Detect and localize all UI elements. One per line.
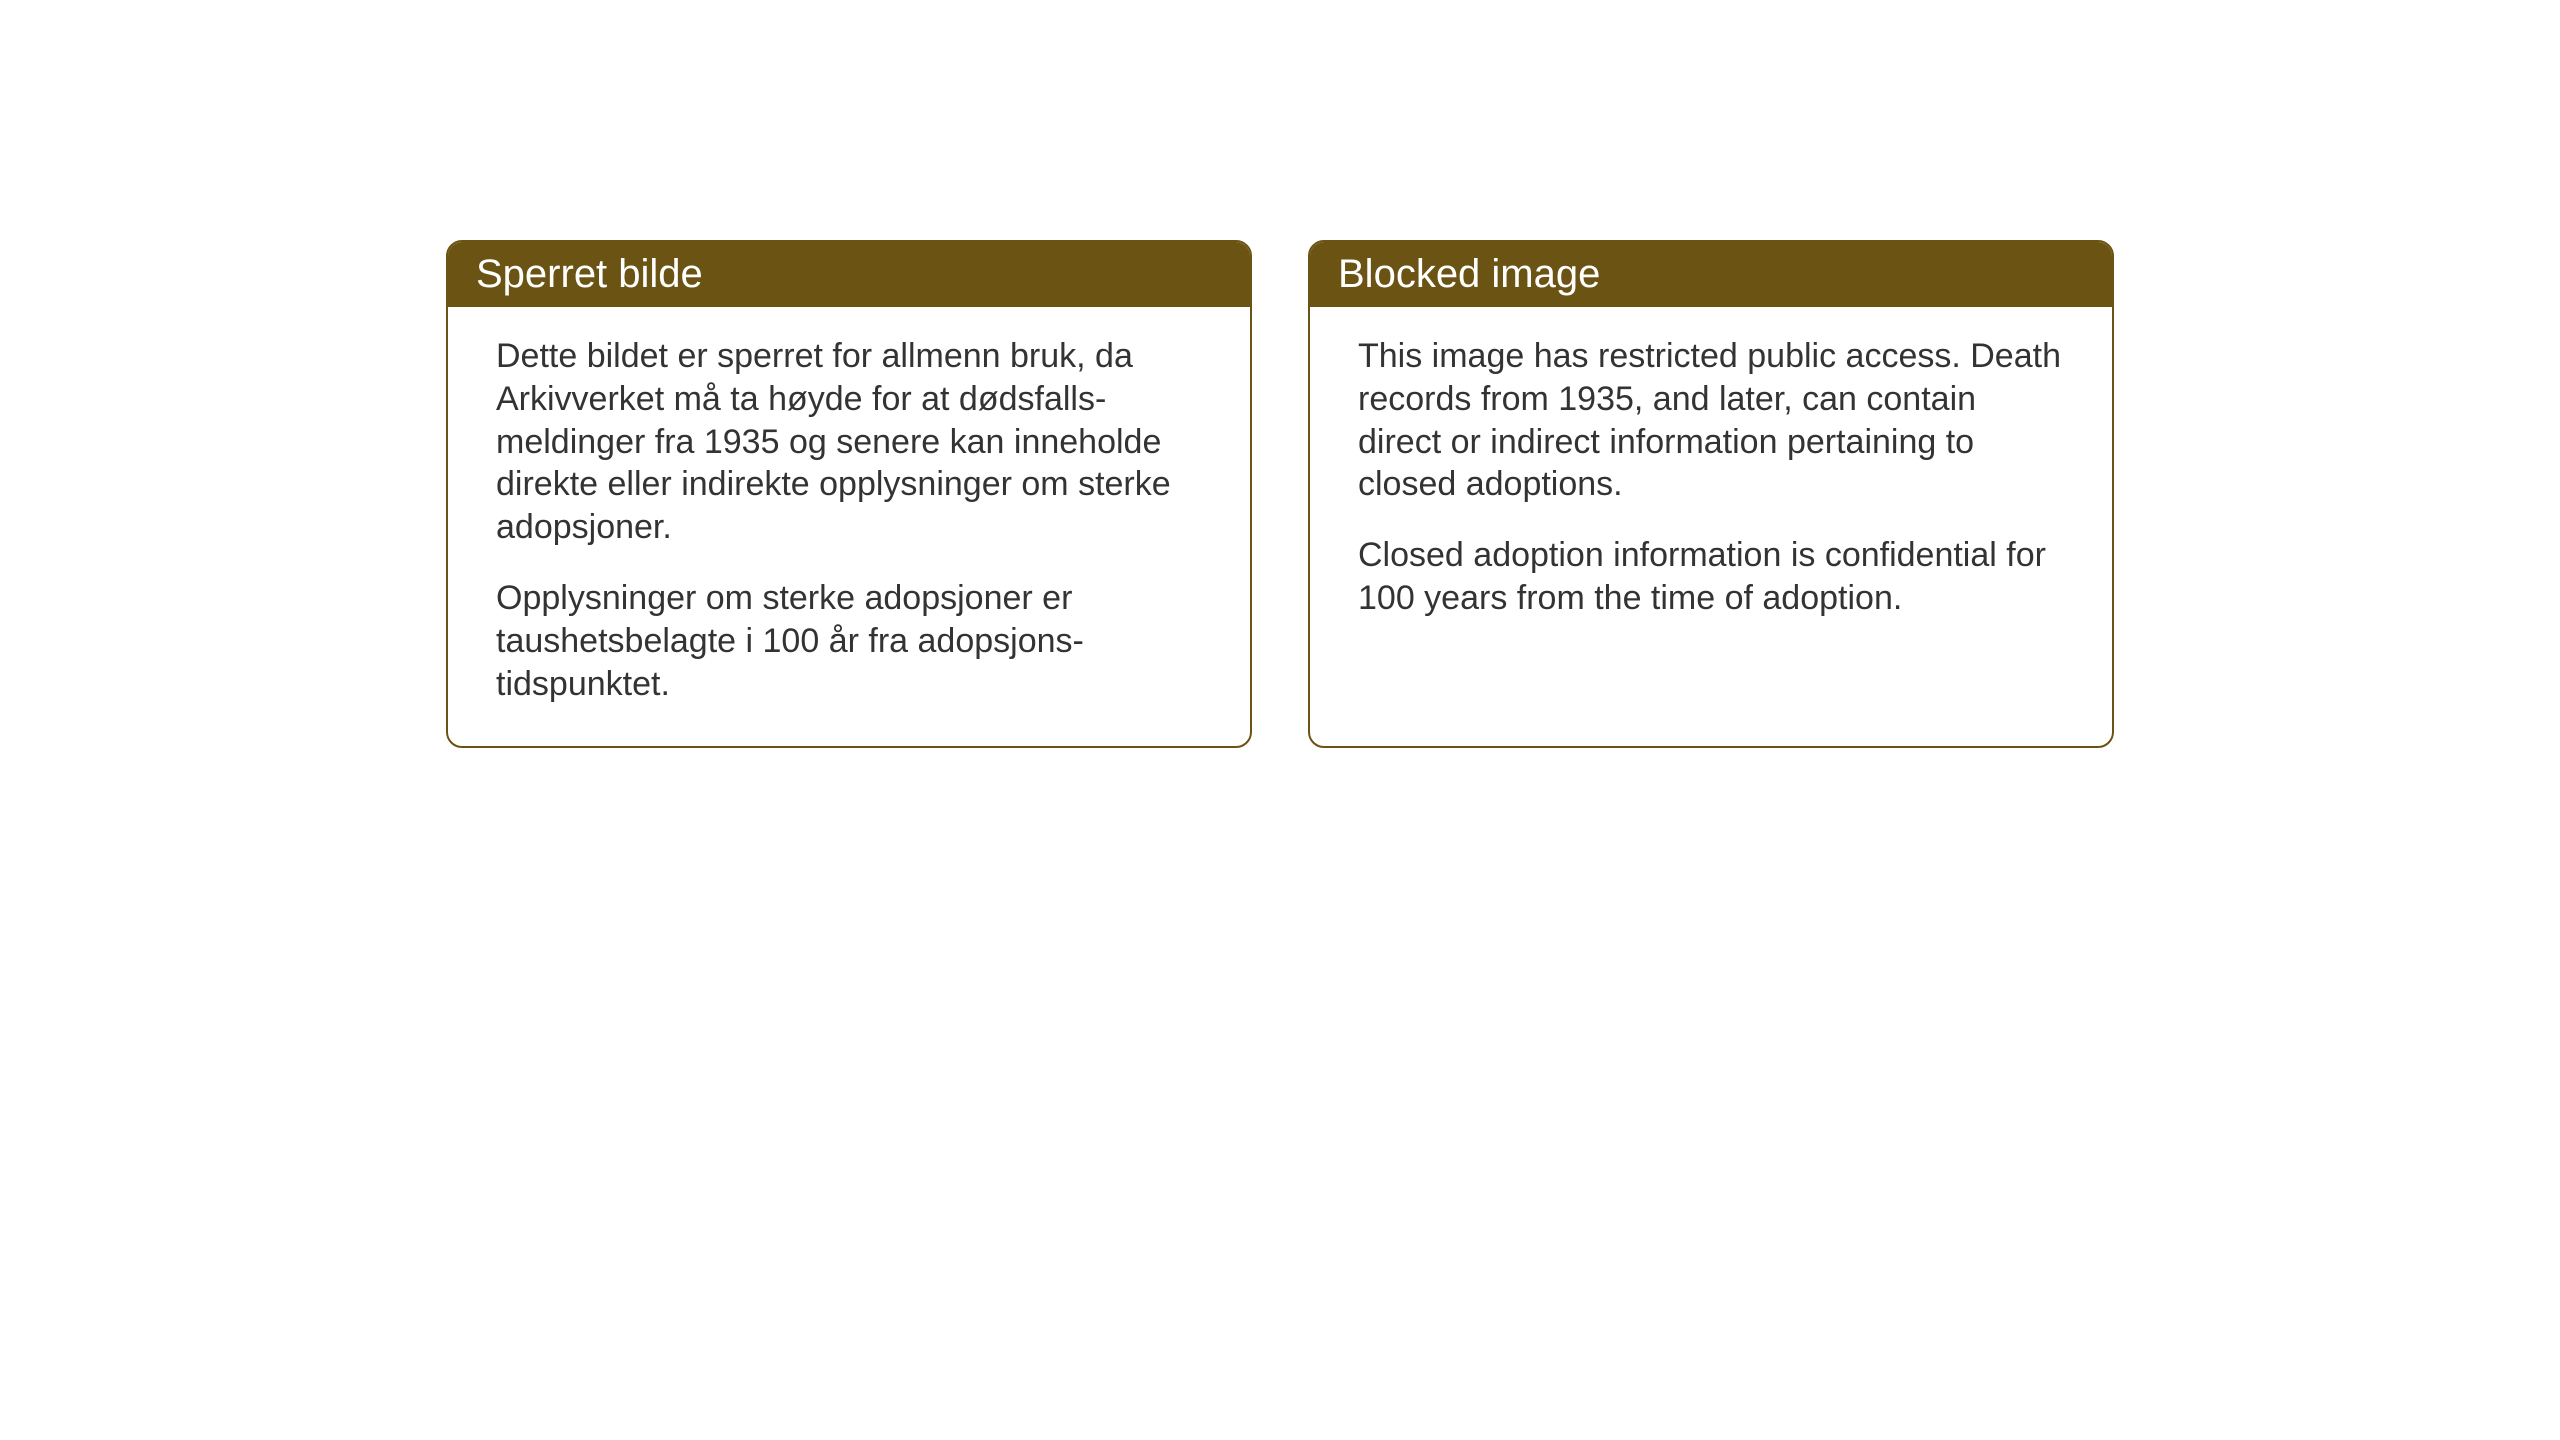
card-title-norwegian: Sperret bilde <box>476 252 703 296</box>
card-paragraph-2-norwegian: Opplysninger om sterke adopsjoner er tau… <box>496 577 1202 705</box>
card-title-english: Blocked image <box>1338 252 1600 296</box>
card-body-norwegian: Dette bildet er sperret for allmenn bruk… <box>448 307 1250 746</box>
card-norwegian: Sperret bilde Dette bildet er sperret fo… <box>446 240 1252 748</box>
card-header-english: Blocked image <box>1310 242 2112 307</box>
card-paragraph-1-norwegian: Dette bildet er sperret for allmenn bruk… <box>496 335 1202 549</box>
card-header-norwegian: Sperret bilde <box>448 242 1250 307</box>
cards-container: Sperret bilde Dette bildet er sperret fo… <box>446 240 2114 748</box>
card-paragraph-2-english: Closed adoption information is confident… <box>1358 534 2064 620</box>
card-body-english: This image has restricted public access.… <box>1310 307 2112 660</box>
card-english: Blocked image This image has restricted … <box>1308 240 2114 748</box>
card-paragraph-1-english: This image has restricted public access.… <box>1358 335 2064 506</box>
